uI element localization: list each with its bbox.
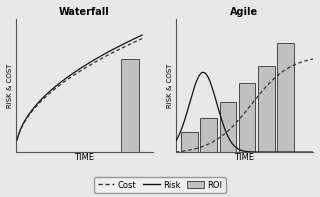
Bar xyxy=(258,66,275,152)
Bar xyxy=(220,102,236,152)
Bar xyxy=(181,132,198,152)
X-axis label: TIME: TIME xyxy=(74,153,94,163)
Title: Agile: Agile xyxy=(230,7,259,17)
Bar xyxy=(277,43,294,152)
Bar xyxy=(200,118,217,152)
Bar xyxy=(121,59,139,152)
Title: Waterfall: Waterfall xyxy=(59,7,110,17)
Y-axis label: RISK & COST: RISK & COST xyxy=(7,63,13,108)
Legend: Cost, Risk, ROI: Cost, Risk, ROI xyxy=(94,177,226,193)
Bar xyxy=(239,83,255,152)
X-axis label: TIME: TIME xyxy=(234,153,254,163)
Y-axis label: RISK & COST: RISK & COST xyxy=(167,63,173,108)
